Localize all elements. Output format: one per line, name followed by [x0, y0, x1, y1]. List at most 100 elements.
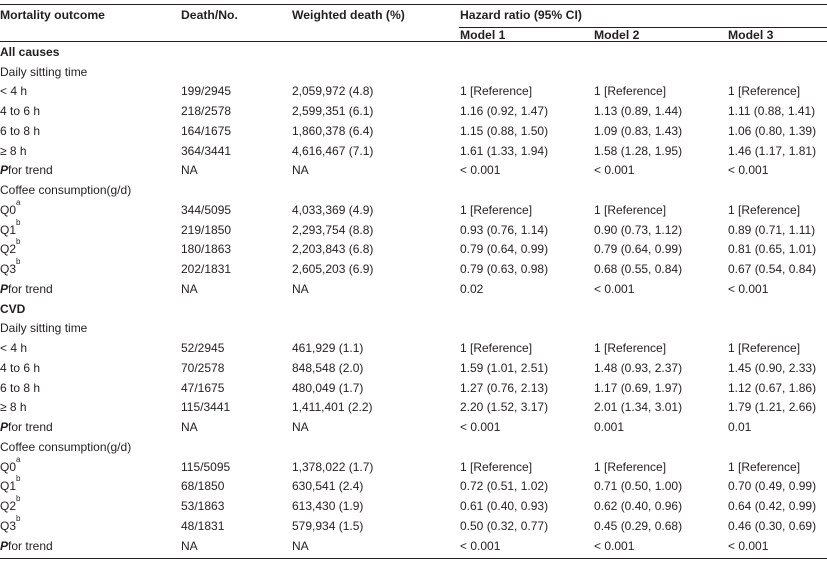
table-cell: 1 [Reference]	[594, 459, 667, 474]
table-row: 4 to 6 h 218/2578 2,599,351 (6.1) 1.16 (0.9…	[0, 101, 827, 121]
table-cell: 0.01	[728, 420, 752, 435]
footnote-marker: a	[16, 197, 21, 207]
table-row: < 4 h 52/2945 461,929 (1.1) 1 [Reference] 1 …	[0, 338, 827, 358]
table-cell: 1 [Reference]	[594, 202, 667, 217]
row-label: Q3b	[0, 257, 21, 277]
table-cell: 47/1675	[181, 380, 225, 395]
table-cell: < 0.001	[728, 281, 769, 296]
table-cell: 2,203,843 (6.8)	[292, 242, 374, 257]
table-row: Q1b 68/1850 630,541 (2.4) 0.72 (0.51, 1.02)…	[0, 474, 827, 497]
table-cell: NA	[181, 163, 198, 178]
table-cell: 1.27 (0.76, 2.13)	[460, 380, 549, 395]
section-title: CVD	[0, 299, 827, 319]
table-cell: 0.93 (0.76, 1.14)	[460, 222, 549, 237]
row-label: 4 to 6 h	[0, 360, 41, 375]
p-trend-label: Pfor trend	[0, 420, 53, 435]
table-cell: 180/1863	[181, 242, 232, 257]
row-label: 6 to 8 h	[0, 380, 41, 395]
header-divider	[459, 27, 827, 28]
table-cell: 70/2578	[181, 360, 225, 375]
table-row: ≥ 8 h 115/3441 1,411,401 (2.2) 2.20 (1.52, …	[0, 398, 827, 418]
table-cell: 1 [Reference]	[728, 341, 801, 356]
table-cell: < 0.001	[460, 420, 501, 435]
table-cell: 219/1850	[181, 222, 232, 237]
table-cell: 1.12 (0.67, 1.86)	[728, 380, 817, 395]
subgroup-label: Daily sitting time	[0, 321, 88, 336]
table-cell: 0.89 (0.71, 1.11)	[728, 222, 816, 237]
table-cell: 1.61 (1.33, 1.94)	[460, 143, 549, 158]
table-cell: 1 [Reference]	[594, 341, 667, 356]
table-header: Mortality outcome Death/No. Weighted dea…	[0, 4, 827, 42]
row-label: Q0a	[0, 454, 21, 474]
table-row: ≥ 8 h 364/3441 4,616,467 (7.1) 1.61 (1.33, …	[0, 141, 827, 161]
table-cell: 0.79 (0.64, 0.99)	[594, 242, 683, 257]
p-trend-label: Pfor trend	[0, 538, 53, 553]
table-cell: 218/2578	[181, 104, 232, 119]
row-label: Q1b	[0, 474, 21, 494]
p-trend-label: Pfor trend	[0, 163, 53, 178]
table-cell: 1 [Reference]	[728, 202, 801, 217]
table-cell: 68/1850	[181, 479, 225, 494]
table-cell: 1.45 (0.90, 2.33)	[728, 360, 817, 375]
table-cell: < 0.001	[460, 538, 501, 553]
table-cell: < 0.001	[728, 163, 769, 178]
p-trend-row: Pfor trend NA NA < 0.001 < 0.001 < 0.001	[0, 161, 827, 181]
table-cell: 1 [Reference]	[460, 84, 533, 99]
p-trend-label: Pfor trend	[0, 281, 53, 296]
footnote-marker: b	[16, 494, 21, 504]
table-cell: NA	[292, 163, 309, 178]
p-trend-row: Pfor trend NA NA 0.02 < 0.001 < 0.001	[0, 279, 827, 299]
table-cell: < 0.001	[594, 281, 635, 296]
table-cell: 1,860,378 (6.4)	[292, 123, 374, 138]
table-cell: 0.72 (0.51, 1.02)	[460, 479, 549, 494]
col-header-weighted: Weighted death (%)	[292, 8, 405, 22]
table-cell: 0.001	[594, 420, 625, 435]
subgroup-title: Coffee consumption(g/d)	[0, 437, 827, 457]
row-label: ≥ 8 h	[0, 400, 27, 415]
table-cell: 1.15 (0.88, 1.50)	[460, 123, 549, 138]
table-cell: NA	[181, 281, 198, 296]
table-cell: 4,616,467 (7.1)	[292, 143, 374, 158]
row-label: Q1b	[0, 217, 21, 237]
subgroup-label: Coffee consumption(g/d)	[0, 439, 132, 454]
table-row: Q0a 115/5095 1,378,022 (1.7) 1 [Reference] 1…	[0, 454, 827, 477]
table-cell: 115/5095	[181, 459, 231, 474]
subgroup-label: Coffee consumption(g/d)	[0, 183, 132, 198]
table-cell: 202/1831	[181, 262, 232, 277]
table-cell: 2,599,351 (6.1)	[292, 104, 374, 119]
table-cell: NA	[292, 538, 309, 553]
section-title-label: CVD	[0, 301, 26, 316]
table-cell: < 0.001	[728, 538, 769, 553]
table-cell: < 0.001	[594, 538, 635, 553]
table-bottom-rule	[0, 558, 827, 559]
table-cell: 0.67 (0.54, 0.84)	[728, 262, 817, 277]
footnote-marker: b	[16, 513, 21, 523]
table-cell: 0.71 (0.50, 1.00)	[594, 479, 683, 494]
table-cell: 579,934 (1.5)	[292, 518, 364, 533]
footnote-marker: b	[16, 474, 21, 484]
table-cell: 0.64 (0.42, 0.99)	[728, 499, 817, 514]
row-label: Q3b	[0, 513, 21, 533]
table-row: < 4 h 199/2945 2,059,972 (4.8) 1 [Reference…	[0, 82, 827, 102]
row-label: Q2b	[0, 494, 21, 514]
table-cell: 480,049 (1.7)	[292, 380, 364, 395]
col-header-deaths: Death/No.	[181, 8, 238, 22]
table-row: Q1b 219/1850 2,293,754 (8.8) 0.93 (0.76, 1.…	[0, 217, 827, 240]
footnote-marker: b	[16, 257, 21, 267]
table-cell: 115/3441	[181, 400, 231, 415]
table-row: 6 to 8 h 47/1675 480,049 (1.7) 1.27 (0.76, …	[0, 378, 827, 398]
table-cell: 52/2945	[181, 341, 225, 356]
col-header-model-3: Model 3	[728, 28, 774, 42]
table-cell: < 0.001	[460, 163, 501, 178]
table-row: 6 to 8 h 164/1675 1,860,378 (6.4) 1.15 (0.8…	[0, 121, 827, 141]
table-cell: 848,548 (2.0)	[292, 360, 364, 375]
table-cell: 53/1863	[181, 499, 225, 514]
table-cell: 2,293,754 (8.8)	[292, 222, 374, 237]
table-cell: 0.81 (0.65, 1.01)	[728, 242, 817, 257]
row-label: ≥ 8 h	[0, 143, 27, 158]
table-cell: 1 [Reference]	[594, 84, 667, 99]
table-cell: 2.20 (1.52, 3.17)	[460, 400, 549, 415]
table-cell: 1 [Reference]	[728, 84, 801, 99]
table-cell: 1.06 (0.80, 1.39)	[728, 123, 817, 138]
